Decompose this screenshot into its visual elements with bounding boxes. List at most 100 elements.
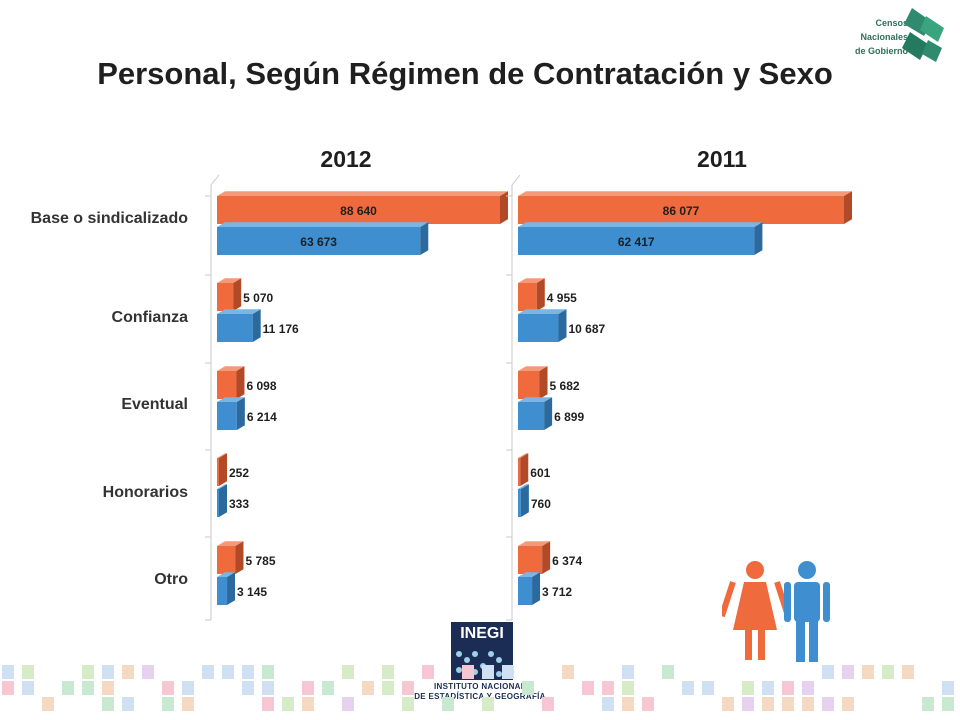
bar-top [217,397,245,402]
bar [518,283,537,311]
bar-side [235,541,244,574]
pattern-tile [762,681,774,695]
pattern-tile [662,665,674,679]
bar-side [542,541,551,574]
bar-top [217,366,245,371]
pattern-tile [702,681,714,695]
pattern-tile [822,697,834,711]
pattern-tile [802,681,814,695]
bar-top [518,191,852,196]
bar-side [420,222,429,255]
pattern-tile [442,697,454,711]
pattern-tile [222,665,234,679]
people-figures [719,560,842,665]
pattern-tile [262,697,274,711]
bar [217,283,234,311]
pattern-tile [682,681,694,695]
pattern-tile [602,697,614,711]
pattern-tile [302,697,314,711]
bar-top [217,484,227,489]
man-icon [784,561,830,662]
bar-top [217,278,242,283]
bar [518,577,533,605]
bar-side [544,397,553,430]
data-label: 6 899 [554,410,584,424]
pattern-tile [942,697,954,711]
bar-top [518,222,763,227]
bar [518,402,545,430]
data-label: 760 [531,497,551,511]
bar [217,227,421,255]
bar-top [518,309,567,314]
data-label: 62 417 [618,235,655,249]
cubes-icon [902,8,944,62]
pattern-tile [142,665,154,679]
pattern-tile [42,697,54,711]
bar-top [217,572,236,577]
data-label: 4 955 [547,291,577,305]
bar [518,314,559,342]
pattern-tile [582,681,594,695]
pattern-tile [102,681,114,695]
category-label-confianza: Confianza [111,309,188,326]
pattern-tile [782,681,794,695]
bar-top [518,366,548,371]
pattern-tile [82,665,94,679]
pattern-tile [402,681,414,695]
data-label: 5 070 [243,291,273,305]
chart-title: Personal, Según Régimen de Contratación … [97,56,833,91]
bar-top [518,572,541,577]
pattern-tile [622,697,634,711]
pattern-tile [182,697,194,711]
bar-side [252,309,261,342]
pattern-tile [2,665,14,679]
pattern-tile [422,665,434,679]
pattern-tile [782,697,794,711]
pattern-tile [402,697,414,711]
pattern-tile [602,681,614,695]
pattern-tile [122,665,134,679]
pattern-tile [882,665,894,679]
data-label: 11 176 [263,322,299,336]
bar-side [500,191,508,224]
bar-top [217,222,429,227]
bar-top [217,191,508,196]
panel-title-2011: 2011 [697,146,747,172]
bar-side [754,222,763,255]
bar-top [217,309,261,314]
bar [518,546,543,574]
pattern-tile [2,681,14,695]
pattern-tile [242,681,254,695]
pattern-tile [262,665,274,679]
data-label: 86 077 [663,204,700,218]
pattern-tile [802,697,814,711]
bar [217,402,237,430]
bar-side [227,572,236,605]
category-label-otro: Otro [154,571,188,588]
bar [217,458,219,486]
bar-top [518,453,529,458]
pattern-tile [182,681,194,695]
pattern-tile [622,681,634,695]
bar-side [219,453,227,486]
inegi-line-1: INSTITUTO NACIONAL [434,682,526,691]
category-label-honorarios: Honorarios [102,484,188,501]
category-label-eventual: Eventual [121,396,188,413]
data-label: 252 [229,466,249,480]
bar-side [536,278,545,311]
panel-title-2012: 2012 [320,146,372,172]
bar-side [532,572,541,605]
pattern-tile [362,681,374,695]
category-label-base: Base o sindicalizado [30,210,188,227]
pattern-tile [382,681,394,695]
bar [518,227,755,255]
bar-side [236,397,245,430]
pattern-tile [22,681,34,695]
pattern-tile [82,681,94,695]
logo-line-1: Censos [875,18,908,28]
logo-line-3: de Gobierno [854,46,908,56]
pattern-tile [522,681,534,695]
pattern-tile [562,665,574,679]
data-label: 5 682 [550,379,580,393]
bar-top [217,541,244,546]
